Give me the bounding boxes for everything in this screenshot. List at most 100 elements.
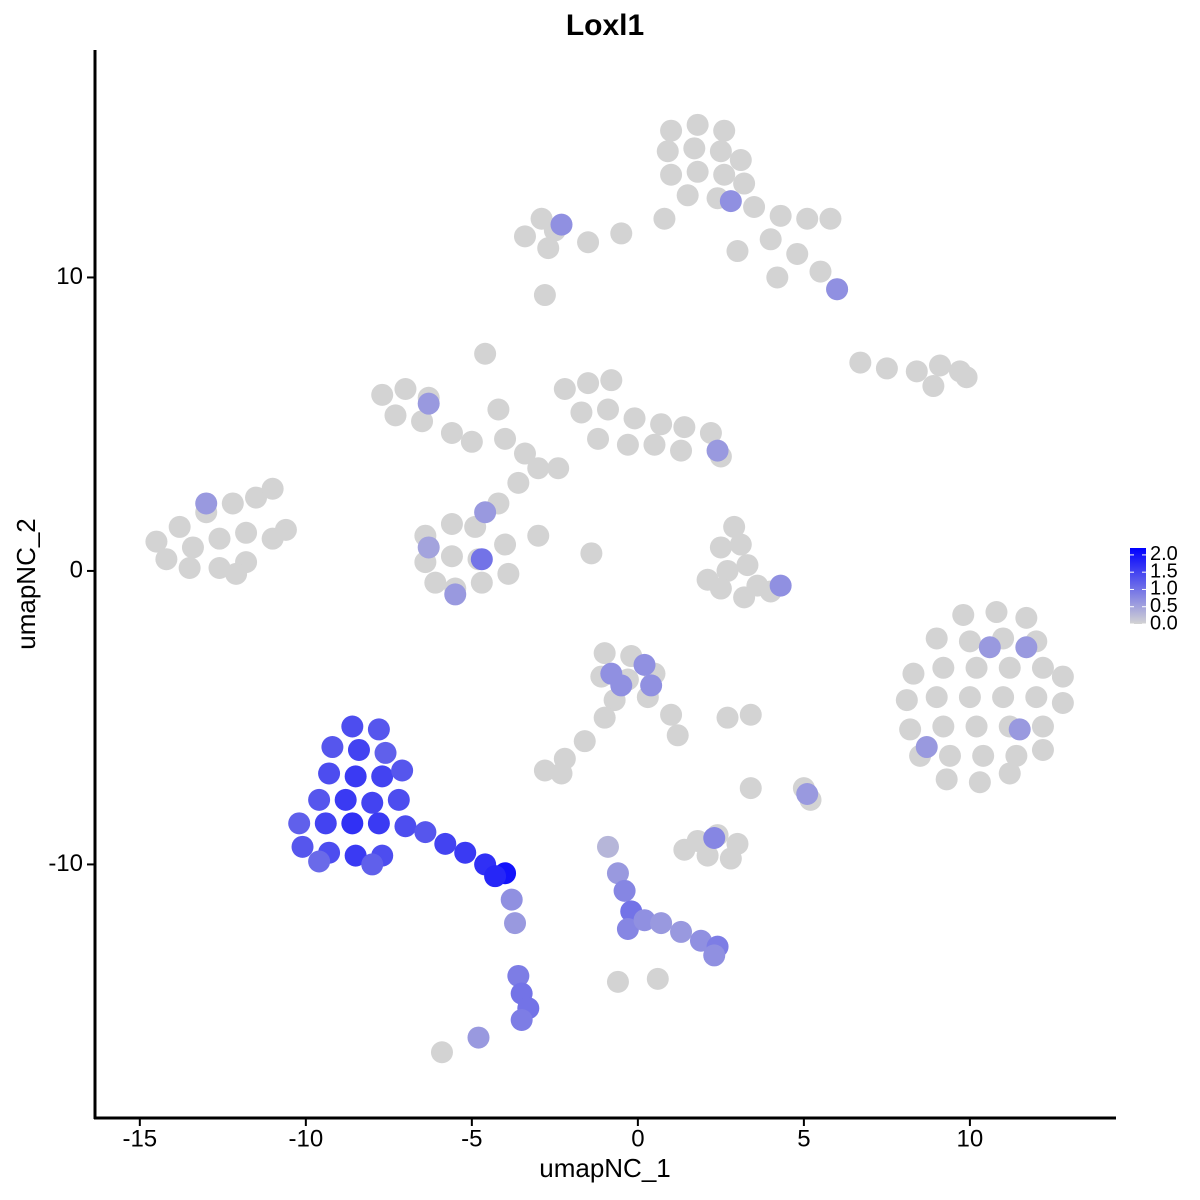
point — [766, 266, 789, 289]
point — [308, 788, 331, 811]
point — [321, 736, 344, 759]
x-tick-label: 0 — [631, 1125, 644, 1152]
point — [596, 398, 619, 421]
point — [573, 730, 596, 753]
point — [646, 967, 669, 990]
point — [596, 835, 619, 858]
point — [371, 383, 394, 406]
point — [347, 738, 370, 761]
point — [510, 1008, 533, 1031]
point — [394, 377, 417, 400]
y-tick-label: 10 — [56, 263, 83, 290]
point — [809, 260, 832, 283]
point — [929, 354, 952, 377]
point — [291, 835, 314, 858]
point — [394, 815, 417, 838]
point — [487, 398, 510, 421]
point — [550, 213, 573, 236]
point — [958, 686, 981, 709]
point — [875, 357, 898, 380]
point — [696, 568, 719, 591]
y-axis-title: umapNC_2 — [11, 518, 41, 650]
point — [341, 812, 364, 835]
point — [494, 533, 517, 556]
point — [938, 744, 961, 767]
point — [513, 442, 536, 465]
point — [819, 207, 842, 230]
point — [467, 1026, 490, 1049]
point — [1031, 656, 1054, 679]
colorbar-tick-label: 1.5 — [1150, 560, 1178, 582]
point — [606, 862, 629, 885]
point — [587, 427, 610, 450]
point — [547, 457, 570, 480]
point — [686, 160, 709, 183]
point — [992, 686, 1015, 709]
point — [288, 812, 311, 835]
point — [470, 571, 493, 594]
point — [650, 413, 673, 436]
point — [391, 759, 414, 782]
point — [507, 471, 530, 494]
point — [1031, 715, 1054, 738]
y-tick-label: -10 — [48, 850, 83, 877]
point — [703, 944, 726, 967]
point — [769, 204, 792, 227]
point — [1015, 606, 1038, 629]
point — [208, 527, 231, 550]
point — [460, 430, 483, 453]
colorbar-tick-label: 1.0 — [1150, 578, 1178, 600]
point — [719, 190, 742, 213]
point — [952, 603, 975, 626]
point — [786, 242, 809, 265]
point — [616, 917, 639, 940]
point — [454, 841, 477, 864]
point — [769, 574, 792, 597]
point — [670, 439, 693, 462]
point — [308, 850, 331, 873]
point — [726, 240, 749, 263]
point — [600, 369, 623, 392]
point — [729, 149, 752, 172]
point — [633, 909, 656, 932]
point — [497, 562, 520, 585]
point — [660, 163, 683, 186]
point — [965, 715, 988, 738]
point — [440, 545, 463, 568]
point — [968, 771, 991, 794]
point — [656, 140, 679, 163]
point — [527, 457, 550, 480]
point — [334, 788, 357, 811]
point — [965, 656, 988, 679]
point — [935, 768, 958, 791]
points — [145, 113, 1074, 1064]
point — [344, 765, 367, 788]
point — [430, 1041, 453, 1064]
point — [905, 360, 928, 383]
point — [145, 530, 168, 553]
point — [849, 351, 872, 374]
point — [932, 656, 955, 679]
point — [932, 715, 955, 738]
point — [716, 559, 739, 582]
point — [1025, 686, 1048, 709]
point — [593, 642, 616, 665]
point — [733, 586, 756, 609]
point — [341, 715, 364, 738]
point — [739, 703, 762, 726]
point — [699, 422, 722, 445]
point — [195, 492, 218, 515]
point — [743, 196, 766, 219]
point — [245, 486, 268, 509]
point — [530, 207, 553, 230]
point — [978, 636, 1001, 659]
point — [650, 912, 673, 935]
point — [915, 736, 938, 759]
point — [440, 422, 463, 445]
chart-title: Loxl1 — [566, 9, 644, 42]
point — [925, 627, 948, 650]
point — [606, 970, 629, 993]
point — [653, 207, 676, 230]
point — [955, 366, 978, 389]
point — [1031, 738, 1054, 761]
